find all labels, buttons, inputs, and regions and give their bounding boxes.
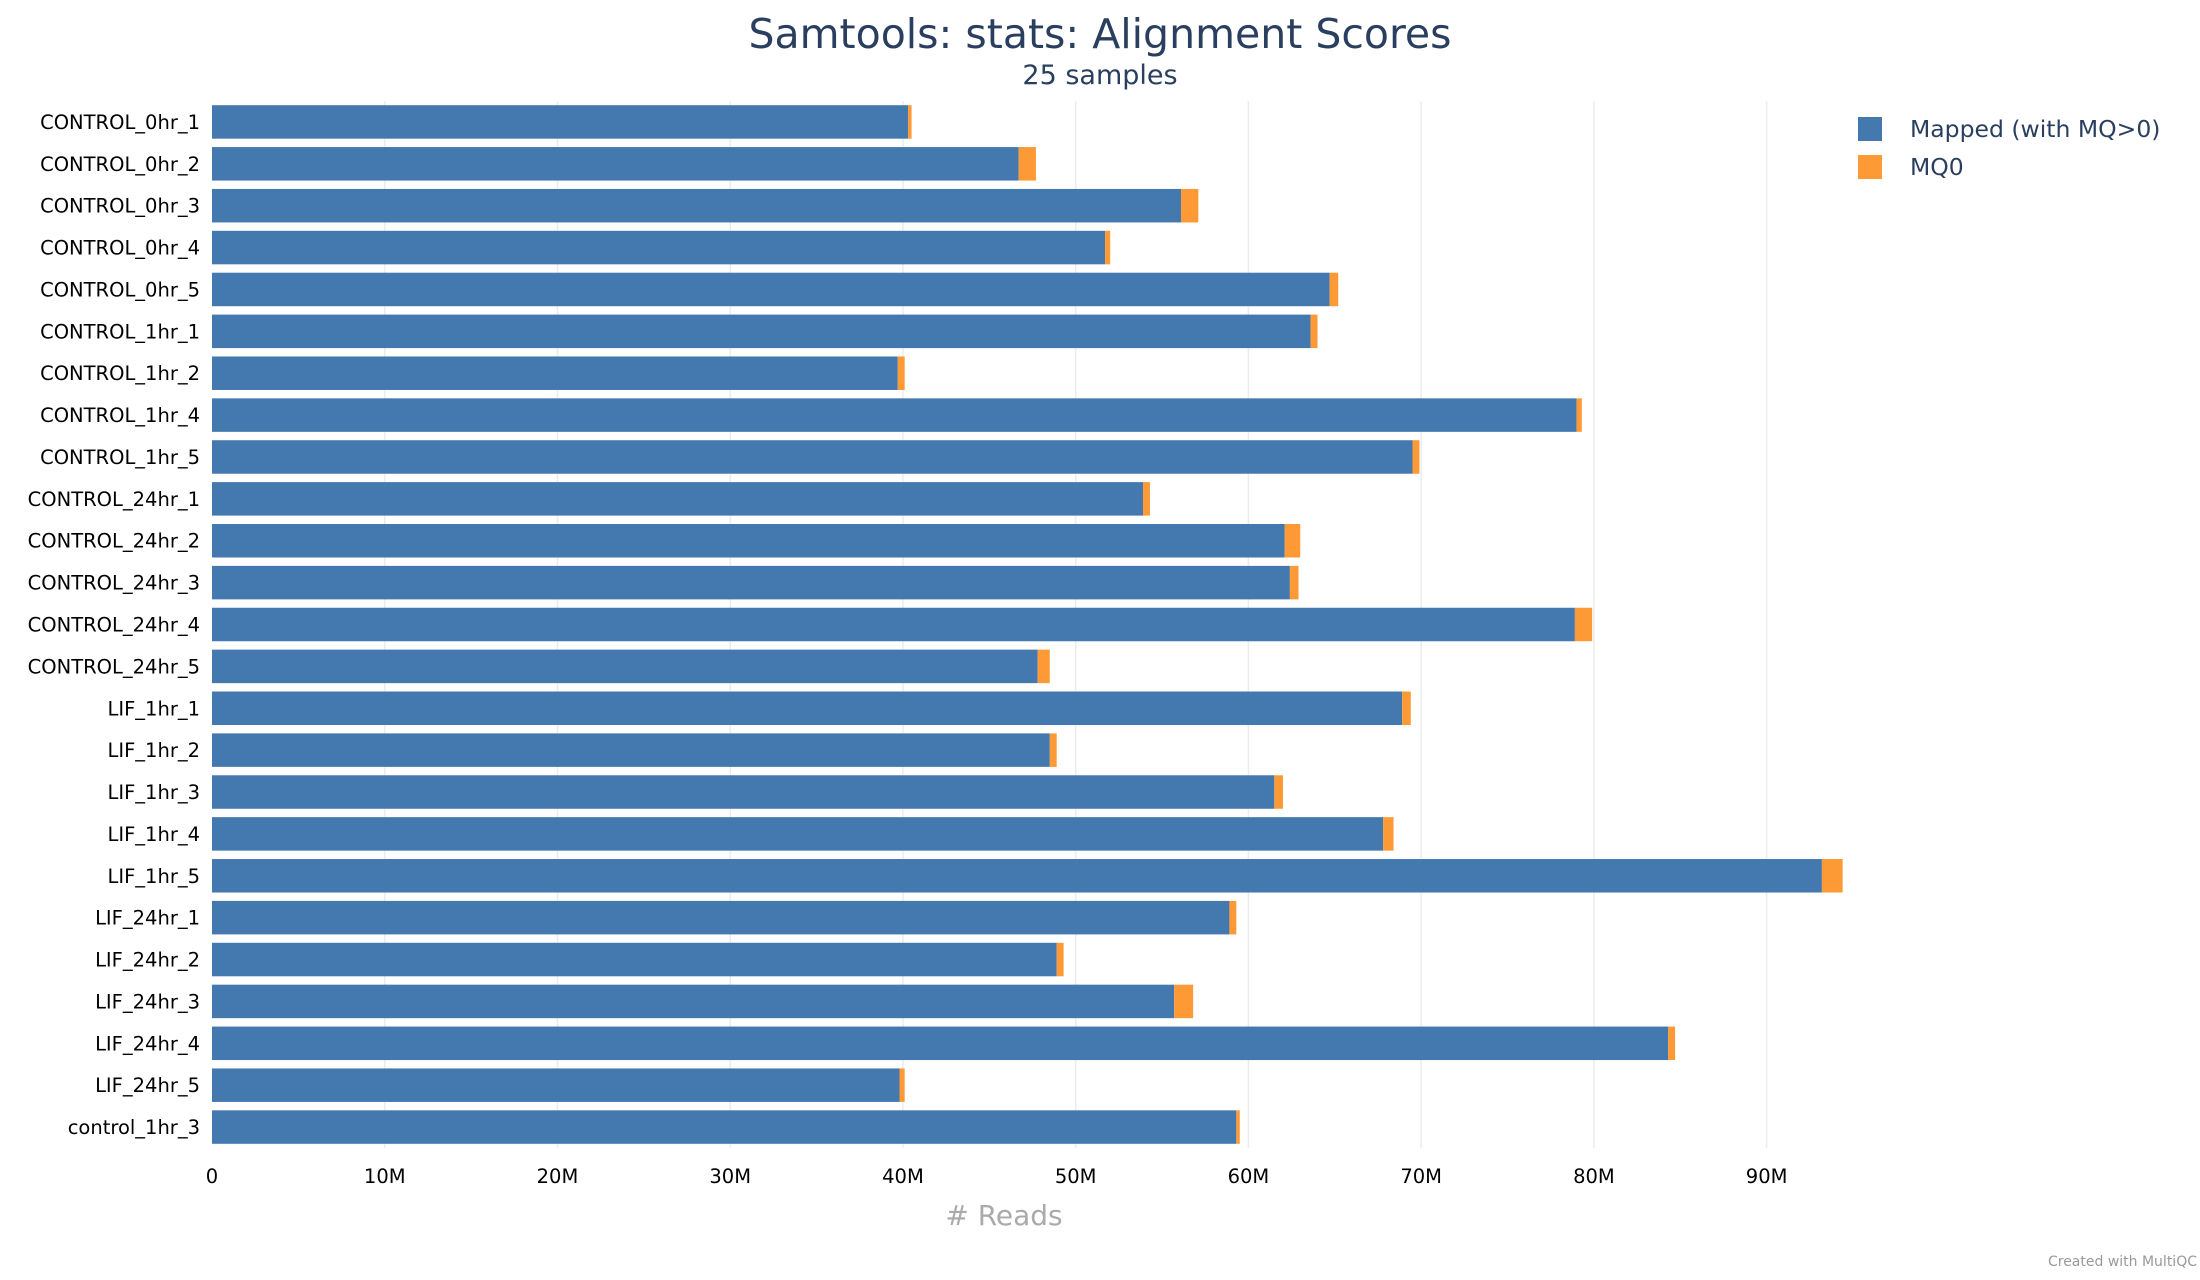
category-label: CONTROL_0hr_4 xyxy=(40,237,200,260)
category-label: CONTROL_24hr_3 xyxy=(28,572,200,595)
bar-mq0[interactable] xyxy=(1236,1110,1240,1144)
bar-mapped[interactable] xyxy=(212,691,1403,726)
bar-mq0[interactable] xyxy=(1329,272,1339,307)
category-label: LIF_24hr_2 xyxy=(95,949,200,972)
x-tick-label: 50M xyxy=(1055,1165,1097,1188)
bar-mapped[interactable] xyxy=(212,565,1290,600)
bar-mq0[interactable] xyxy=(1402,691,1411,726)
x-axis-title: # Reads xyxy=(945,1199,1062,1232)
bar-mapped[interactable] xyxy=(212,649,1038,684)
x-tick-label: 30M xyxy=(709,1165,751,1188)
bar-mq0[interactable] xyxy=(1383,817,1394,851)
bar-mq0[interactable] xyxy=(1229,900,1237,935)
category-label: CONTROL_24hr_4 xyxy=(28,614,200,637)
x-tick-label: 40M xyxy=(882,1165,924,1188)
bar-mapped[interactable] xyxy=(212,230,1106,265)
category-label: CONTROL_0hr_3 xyxy=(40,195,200,218)
bar-mapped[interactable] xyxy=(212,607,1575,642)
legend-swatch[interactable] xyxy=(1858,117,1882,141)
bar-mq0[interactable] xyxy=(1310,314,1318,349)
bar-mq0[interactable] xyxy=(1274,775,1283,809)
bar-mq0[interactable] xyxy=(1289,565,1299,600)
legend[interactable]: Mapped (with MQ>0) MQ0 xyxy=(1858,115,2160,181)
x-tick-label: 60M xyxy=(1228,1165,1270,1188)
bar-mapped[interactable] xyxy=(212,398,1577,432)
bar-mapped[interactable] xyxy=(212,733,1050,767)
bar-mapped[interactable] xyxy=(212,147,1019,181)
bar-mq0[interactable] xyxy=(899,1068,905,1102)
credit-text: Created with MultiQC xyxy=(2048,1254,2197,1270)
category-label: CONTROL_24hr_5 xyxy=(28,655,200,678)
bar-mapped[interactable] xyxy=(212,482,1144,516)
bar-mapped[interactable] xyxy=(212,105,909,139)
category-label: LIF_24hr_3 xyxy=(95,990,200,1013)
x-tick-label: 20M xyxy=(537,1165,579,1188)
category-label: CONTROL_1hr_5 xyxy=(40,446,200,469)
bar-mq0[interactable] xyxy=(897,356,905,390)
category-labels: CONTROL_0hr_1 CONTROL_0hr_2 CONTROL_0hr_3 C… xyxy=(28,111,200,1139)
bar-mapped[interactable] xyxy=(212,188,1182,223)
bars xyxy=(212,105,1843,1144)
bar-mq0[interactable] xyxy=(1181,188,1199,223)
bar-mq0[interactable] xyxy=(1056,942,1064,977)
bar-mq0[interactable] xyxy=(1037,649,1050,684)
x-tick-label: 70M xyxy=(1400,1165,1442,1188)
bar-mq0[interactable] xyxy=(1412,440,1420,474)
bar-mq0[interactable] xyxy=(1105,230,1111,265)
category-label: CONTROL_0hr_2 xyxy=(40,153,200,176)
category-label: CONTROL_1hr_4 xyxy=(40,404,200,427)
x-tick-label: 90M xyxy=(1746,1165,1788,1188)
bar-mq0[interactable] xyxy=(908,105,912,139)
x-tick-label: 80M xyxy=(1573,1165,1615,1188)
bar-mq0[interactable] xyxy=(1574,607,1593,642)
bar-mq0[interactable] xyxy=(1821,859,1843,893)
bar-mq0[interactable] xyxy=(1049,733,1057,767)
category-label: CONTROL_1hr_1 xyxy=(40,320,200,343)
legend-swatch[interactable] xyxy=(1858,155,1882,179)
bar-mq0[interactable] xyxy=(1174,984,1194,1019)
bar-mapped[interactable] xyxy=(212,440,1413,474)
x-tick-label: 10M xyxy=(364,1165,406,1188)
category-label: LIF_24hr_5 xyxy=(95,1074,200,1097)
category-label: LIF_1hr_5 xyxy=(107,865,200,888)
x-tick-label: 0 xyxy=(206,1165,218,1188)
chart-subtitle: 25 samples xyxy=(1022,60,1177,91)
bar-mapped[interactable] xyxy=(212,984,1175,1019)
category-label: LIF_1hr_1 xyxy=(107,697,200,720)
category-label: LIF_1hr_3 xyxy=(107,781,200,804)
bar-mapped[interactable] xyxy=(212,942,1057,977)
bar-mapped[interactable] xyxy=(212,775,1275,809)
bar-mapped[interactable] xyxy=(212,1068,900,1102)
bar-mapped[interactable] xyxy=(212,859,1822,893)
bar-mq0[interactable] xyxy=(1284,523,1301,558)
bar-mapped[interactable] xyxy=(212,1110,1237,1144)
x-tick-labels: 0 10M 20M 30M 40M 50M 60M 70M 80M 90M xyxy=(206,1165,1788,1188)
category-label: CONTROL_0hr_1 xyxy=(40,111,200,134)
bar-mq0[interactable] xyxy=(1668,1026,1676,1061)
chart-title: Samtools: stats: Alignment Scores xyxy=(748,10,1451,58)
bar-mapped[interactable] xyxy=(212,900,1230,935)
category-label: LIF_24hr_4 xyxy=(95,1032,200,1055)
category-label: CONTROL_24hr_1 xyxy=(28,488,200,511)
category-label: CONTROL_24hr_2 xyxy=(28,530,200,553)
legend-label[interactable]: Mapped (with MQ>0) xyxy=(1910,115,2160,143)
bar-mapped[interactable] xyxy=(212,817,1384,851)
category-label: CONTROL_0hr_5 xyxy=(40,278,200,301)
bar-mq0[interactable] xyxy=(1018,147,1036,181)
bar-mapped[interactable] xyxy=(212,1026,1669,1061)
bar-mq0[interactable] xyxy=(1576,398,1582,432)
category-label: LIF_24hr_1 xyxy=(95,907,200,930)
category-label: LIF_1hr_2 xyxy=(107,739,200,762)
category-label: CONTROL_1hr_2 xyxy=(40,362,200,385)
legend-label[interactable]: MQ0 xyxy=(1910,153,1964,181)
category-label: control_1hr_3 xyxy=(68,1116,200,1139)
category-label: LIF_1hr_4 xyxy=(107,823,200,846)
bar-mapped[interactable] xyxy=(212,356,898,390)
bar-mapped[interactable] xyxy=(212,523,1285,558)
bar-mq0[interactable] xyxy=(1143,482,1150,516)
bar-mapped[interactable] xyxy=(212,314,1311,349)
bar-mapped[interactable] xyxy=(212,272,1330,307)
